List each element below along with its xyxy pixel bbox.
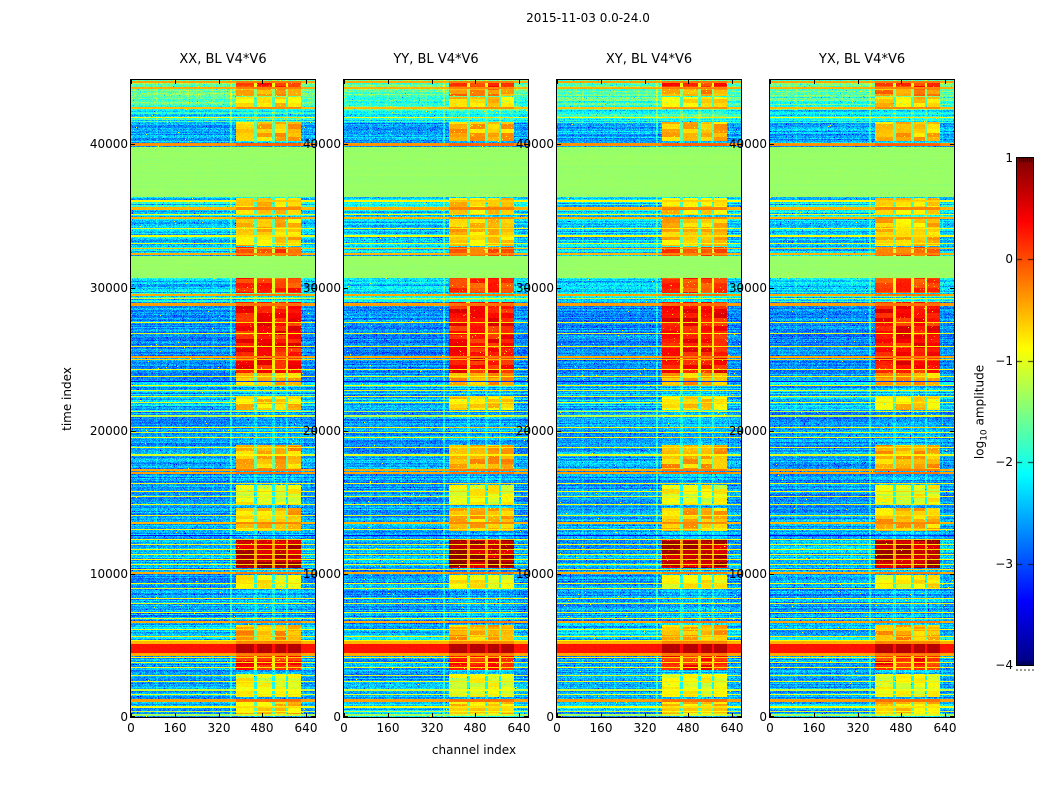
colorbar-tick-label: 1 (1005, 151, 1013, 165)
y-axis-label: time index (60, 367, 74, 431)
heatmap-canvas-yx (770, 80, 954, 717)
x-tick-label: 0 (340, 721, 348, 735)
y-tick-label: 30000 (89, 281, 128, 295)
y-tick-label: 10000 (89, 567, 128, 581)
x-tick-label: 320 (633, 721, 657, 735)
x-tick-label: 0 (766, 721, 774, 735)
colorbar-dotted-edge (1016, 669, 1034, 671)
panel-title-yx: YX, BL V4*V6 (818, 52, 906, 67)
colorbar-label-text: log (972, 440, 987, 460)
x-tick-label: 0 (553, 721, 561, 735)
figure-title: 2015-11-03 0.0-24.0 (526, 11, 650, 25)
y-tick-label: 0 (120, 710, 128, 724)
y-tick-label: 40000 (89, 137, 128, 151)
heatmap-panel-yx (769, 79, 955, 718)
colorbar-label-text-2: amplitude (972, 364, 987, 430)
colorbar-canvas (1017, 158, 1033, 665)
colorbar-tick-label: −3 (995, 556, 1013, 571)
x-tick-label: 0 (127, 721, 135, 735)
heatmap-panel-xx (130, 79, 316, 718)
heatmap-canvas-yy (344, 80, 528, 717)
x-tick-label: 160 (163, 721, 187, 735)
colorbar-tick-label: 0 (1005, 252, 1013, 267)
panel-title-xy: XY, BL V4*V6 (605, 52, 693, 67)
x-tick-label: 320 (420, 721, 444, 735)
x-tick-label: 480 (463, 721, 487, 735)
heatmap-canvas-xy (557, 80, 741, 717)
panel-title-yy: YY, BL V4*V6 (393, 52, 479, 67)
colorbar-tick-label: −4 (995, 658, 1013, 672)
x-tick-label: 640 (933, 721, 957, 735)
x-tick-label: 480 (889, 721, 913, 735)
x-tick-label: 320 (846, 721, 870, 735)
colorbar-label-subscript: 10 (979, 429, 990, 441)
x-tick-label: 160 (802, 721, 826, 735)
panel-title-xx: XX, BL V4*V6 (179, 52, 267, 67)
x-tick-label: 480 (676, 721, 700, 735)
x-tick-label: 160 (589, 721, 613, 735)
heatmap-panel-xy (556, 79, 742, 718)
x-tick-label: 640 (507, 721, 531, 735)
x-tick-label: 320 (207, 721, 231, 735)
x-tick-label: 640 (720, 721, 744, 735)
heatmap-panel-yy (343, 79, 529, 718)
colorbar-label: log10 amplitude (972, 365, 989, 459)
x-tick-label: 640 (294, 721, 318, 735)
heatmap-canvas-xx (131, 80, 315, 717)
x-tick-label: 480 (250, 721, 274, 735)
x-axis-label: channel index (431, 743, 517, 757)
y-tick-label: 20000 (89, 424, 128, 438)
x-tick-label: 160 (376, 721, 400, 735)
colorbar (1016, 157, 1034, 666)
